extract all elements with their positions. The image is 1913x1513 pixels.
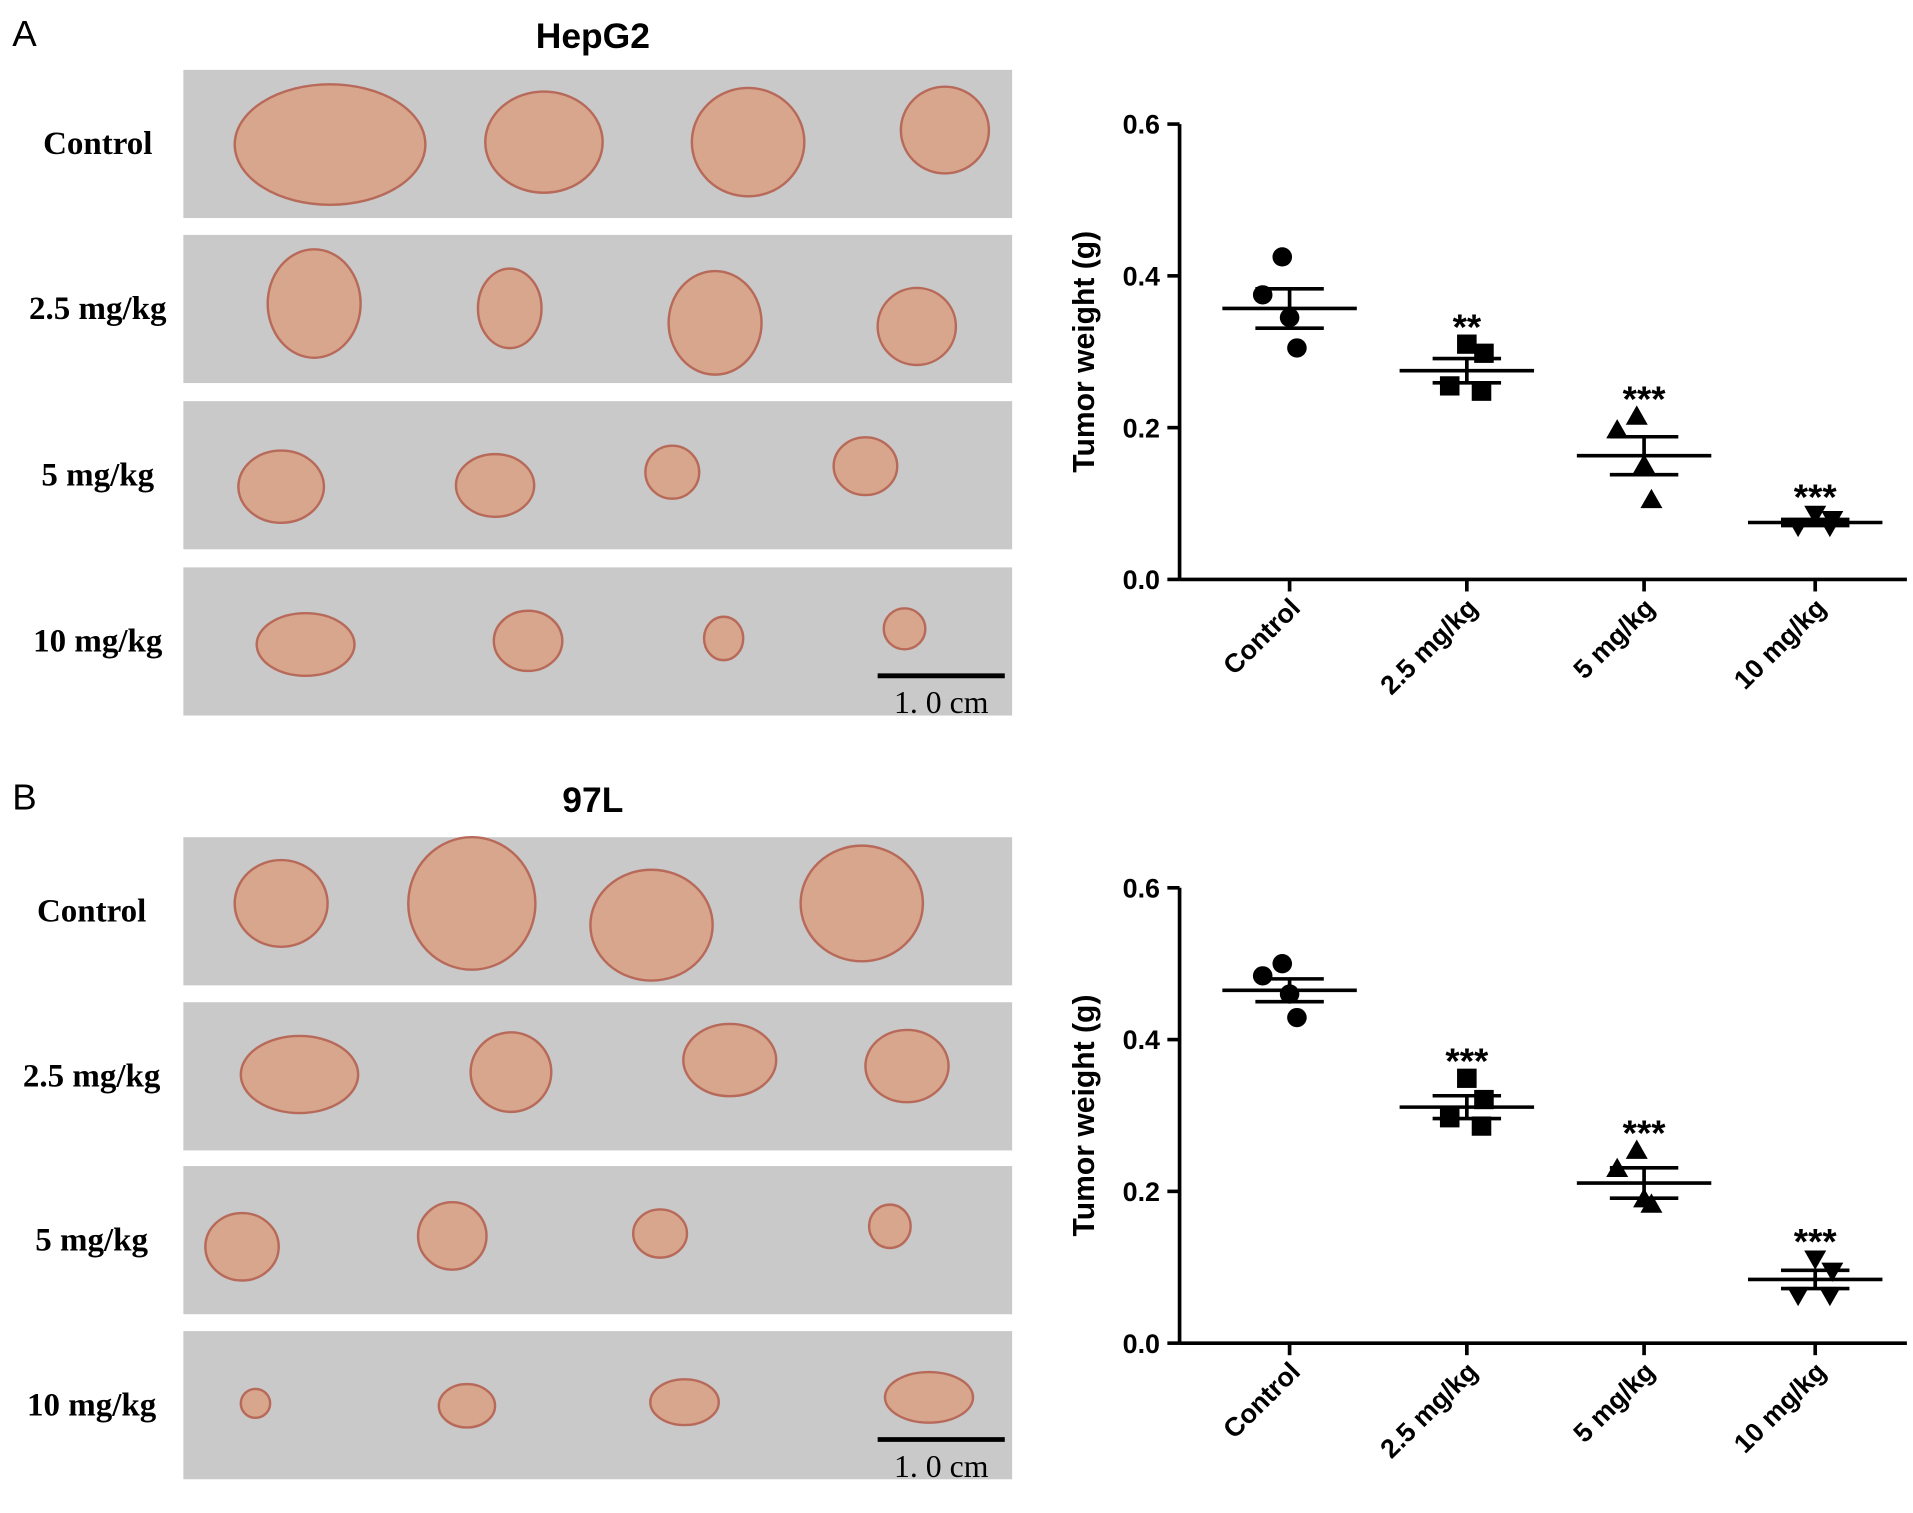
significance: *** bbox=[1445, 1041, 1489, 1082]
x-tick-label: 5 mg/kg bbox=[1567, 1356, 1660, 1448]
y-tick-label: 0.2 bbox=[1123, 1177, 1160, 1207]
tumor bbox=[832, 436, 899, 497]
y-tick-label: 0.6 bbox=[1123, 110, 1160, 140]
data-point bbox=[1439, 376, 1460, 396]
x-tick-label: 10 mg/kg bbox=[1728, 593, 1832, 695]
tumor bbox=[649, 1378, 720, 1427]
data-point bbox=[1287, 1007, 1307, 1028]
x-tick-label: 2.5 mg/kg bbox=[1374, 1356, 1483, 1463]
data-point bbox=[1272, 954, 1293, 974]
y-axis-label: Tumor weight (g) bbox=[1068, 231, 1101, 473]
tumor bbox=[690, 86, 806, 198]
tumor bbox=[876, 286, 958, 367]
data-point bbox=[1804, 505, 1827, 525]
tumor bbox=[799, 844, 925, 963]
scale-bar-label: 1. 0 cm bbox=[894, 685, 989, 720]
y-tick-label: 0.0 bbox=[1123, 565, 1160, 595]
tumor bbox=[899, 85, 991, 175]
tumor bbox=[484, 90, 604, 194]
data-point bbox=[1804, 1250, 1827, 1270]
y-tick-label: 0.4 bbox=[1123, 1025, 1161, 1055]
tumor bbox=[702, 615, 745, 662]
x-tick-label: Control bbox=[1217, 1356, 1306, 1444]
tumor bbox=[589, 868, 714, 982]
data-point bbox=[1625, 405, 1648, 425]
tumor bbox=[631, 1208, 689, 1259]
significance: *** bbox=[1794, 1221, 1838, 1262]
photo-row-label: 2.5 mg/kg bbox=[29, 291, 167, 327]
photo-row-label: 5 mg/kg bbox=[41, 458, 154, 494]
data-point bbox=[1457, 334, 1477, 354]
data-point bbox=[1821, 1262, 1844, 1282]
photo-row-label: 5 mg/kg bbox=[35, 1223, 148, 1259]
tumor bbox=[469, 1031, 553, 1114]
photo-row-label: 10 mg/kg bbox=[27, 1388, 157, 1424]
y-tick-label: 0.6 bbox=[1123, 874, 1160, 904]
significance: *** bbox=[1794, 477, 1838, 518]
tumor bbox=[255, 611, 356, 677]
panel-title: 97L bbox=[562, 781, 623, 820]
tumor bbox=[864, 1028, 950, 1104]
photo-row-label: 2.5 mg/kg bbox=[23, 1059, 161, 1095]
tumor bbox=[682, 1022, 778, 1098]
photo-row-label: Control bbox=[43, 126, 152, 162]
y-axis-label: Tumor weight (g) bbox=[1068, 995, 1101, 1237]
data-point bbox=[1287, 338, 1307, 358]
significance: *** bbox=[1623, 1113, 1667, 1154]
tumor bbox=[882, 607, 927, 651]
tumor bbox=[239, 1387, 272, 1420]
x-tick-label: 2.5 mg/kg bbox=[1374, 593, 1483, 700]
data-point bbox=[1457, 1068, 1477, 1088]
photo bbox=[183, 1331, 1013, 1480]
data-point bbox=[1252, 966, 1273, 986]
data-point bbox=[1625, 1139, 1648, 1159]
data-point bbox=[1640, 1193, 1663, 1213]
data-point bbox=[1272, 247, 1293, 267]
panel-label: B bbox=[12, 777, 36, 818]
x-tick-label: 5 mg/kg bbox=[1567, 593, 1660, 685]
tumor bbox=[239, 1034, 360, 1115]
tumor bbox=[476, 267, 543, 350]
y-tick-label: 0.2 bbox=[1123, 413, 1160, 443]
scale-bar-label: 1. 0 cm bbox=[894, 1449, 989, 1484]
tumor bbox=[237, 449, 326, 525]
tumor bbox=[492, 609, 564, 673]
tumor bbox=[437, 1382, 497, 1429]
data-point bbox=[1640, 488, 1663, 509]
panel-title: HepG2 bbox=[536, 17, 650, 56]
data-point bbox=[1471, 1116, 1492, 1136]
data-point bbox=[1606, 419, 1629, 439]
y-tick-label: 0.4 bbox=[1123, 262, 1161, 292]
tumor bbox=[454, 452, 536, 518]
x-tick-label: 10 mg/kg bbox=[1728, 1356, 1832, 1458]
significance: *** bbox=[1623, 379, 1667, 420]
tumor bbox=[233, 83, 427, 206]
data-point bbox=[1787, 1286, 1810, 1307]
significance: ** bbox=[1453, 307, 1482, 348]
tumor bbox=[233, 858, 329, 949]
photo-row-label: 10 mg/kg bbox=[33, 624, 163, 660]
tumor bbox=[204, 1211, 280, 1282]
data-point bbox=[1471, 381, 1492, 401]
tumor bbox=[883, 1370, 975, 1424]
tumor bbox=[867, 1203, 912, 1250]
x-tick-label: Control bbox=[1217, 593, 1306, 681]
tumor bbox=[416, 1201, 488, 1271]
photo-row-label: Control bbox=[37, 894, 146, 930]
y-tick-label: 0.0 bbox=[1123, 1329, 1160, 1359]
tumor bbox=[407, 836, 537, 971]
tumor bbox=[266, 248, 362, 359]
panel-label: A bbox=[12, 13, 37, 54]
tumor bbox=[644, 444, 701, 500]
tumor bbox=[667, 269, 763, 376]
data-point bbox=[1818, 1286, 1841, 1307]
